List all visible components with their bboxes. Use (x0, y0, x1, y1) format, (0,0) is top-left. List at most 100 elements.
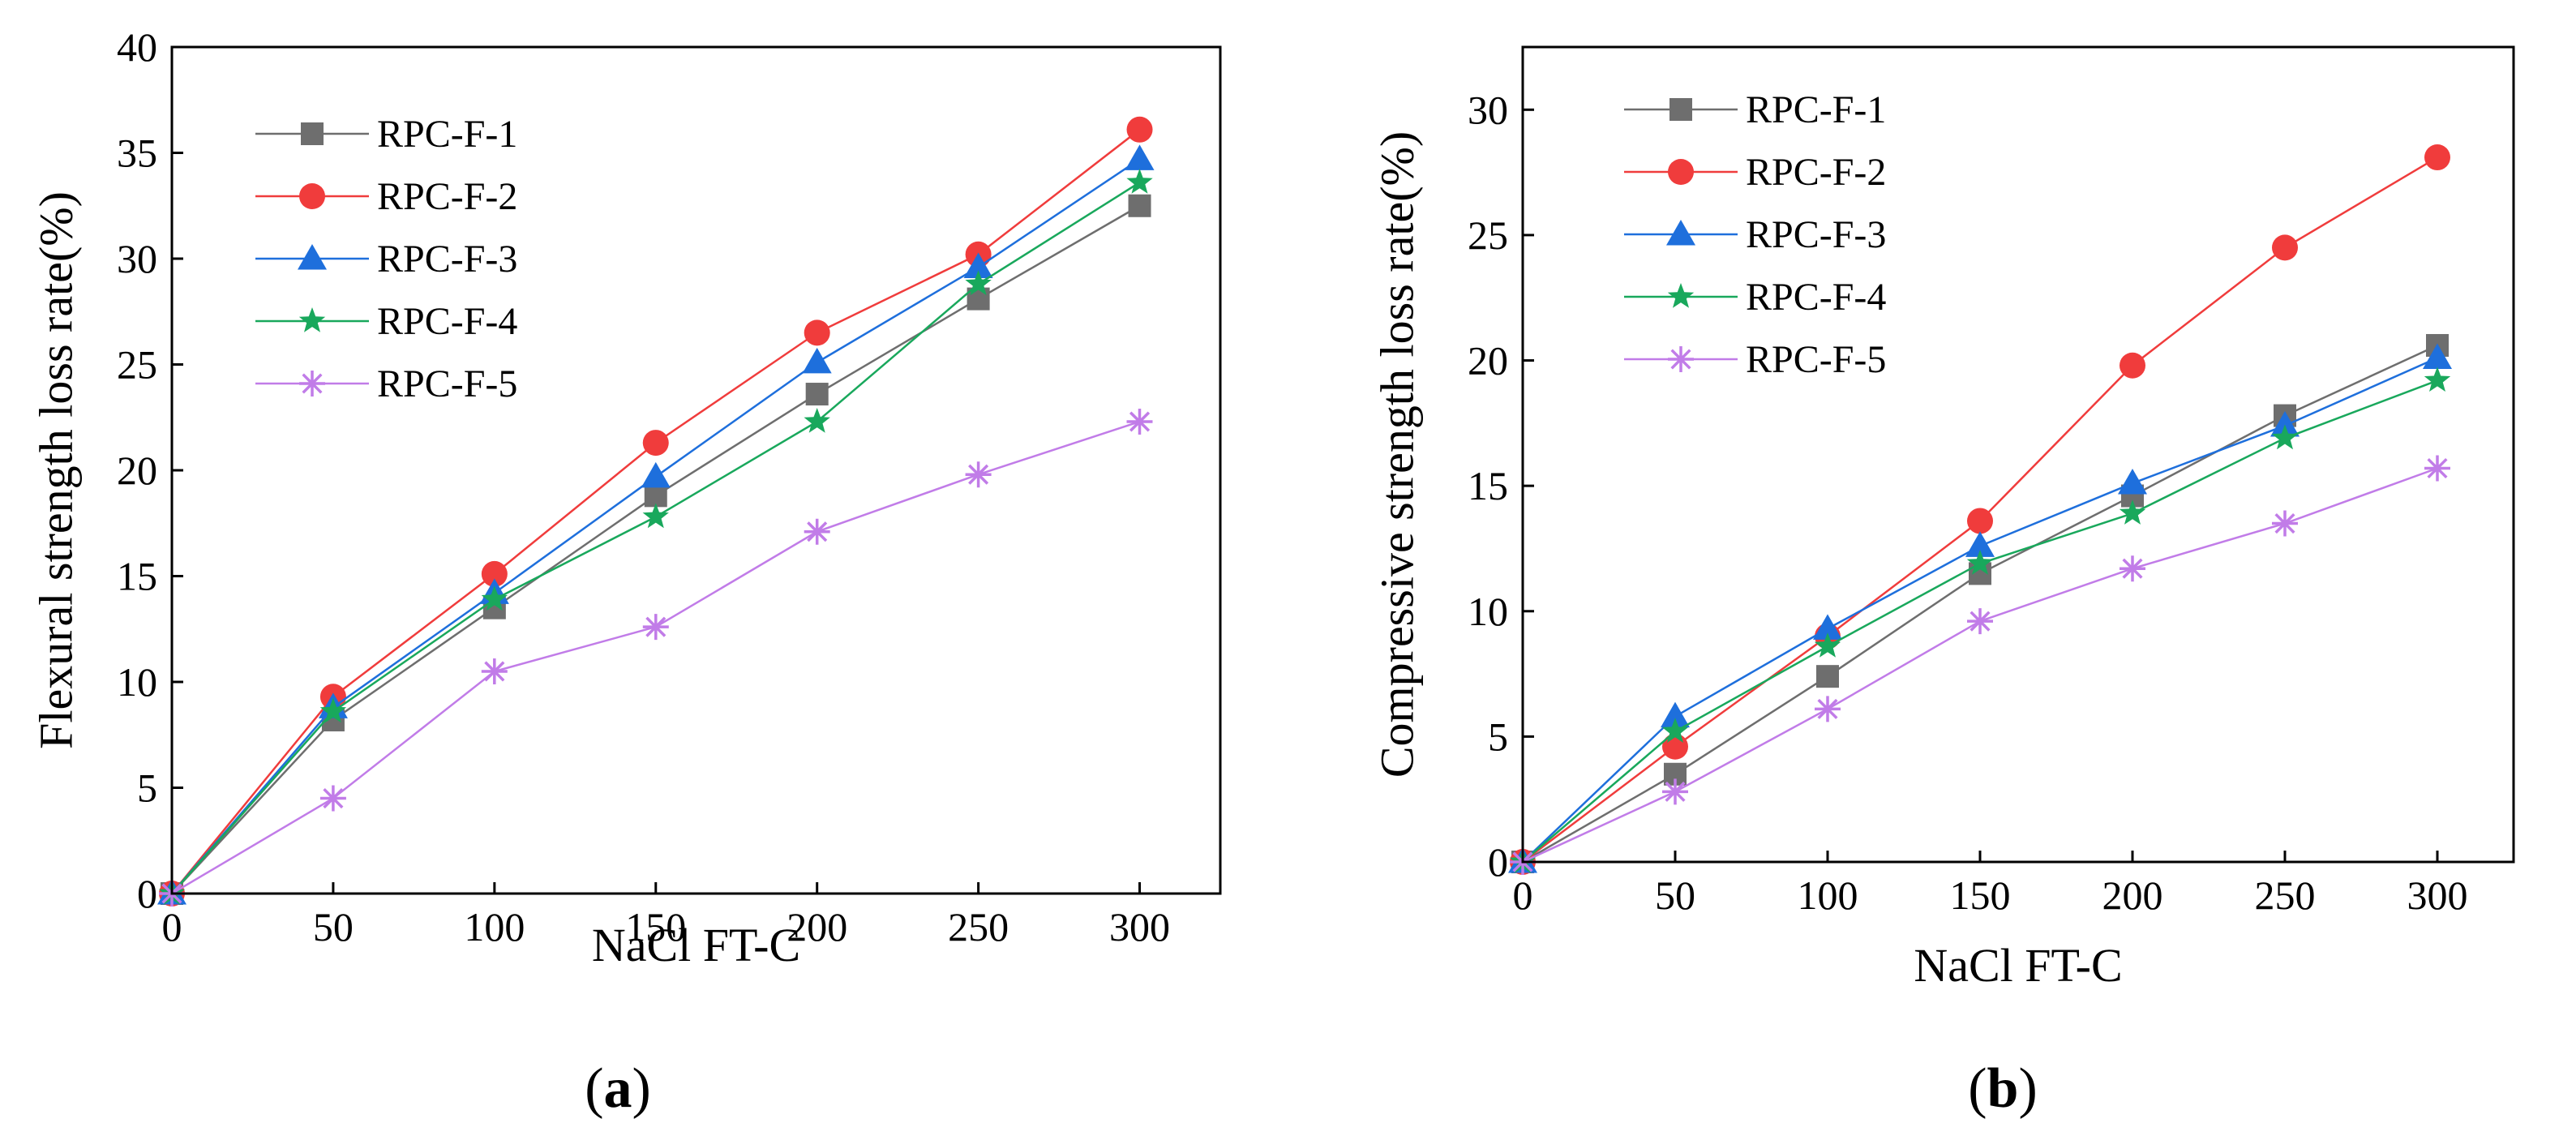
point-b-rpc-f-2-200 (2120, 352, 2145, 379)
chart-b: 0 50 100 150 200 250 300 0 5 10 15 20 25 30 NaCl FT-C… (1370, 45, 2515, 1120)
legend-marker-b-rpc-f-1 (1669, 98, 1692, 121)
legend-marker-a-rpc-f-2 (299, 183, 325, 209)
point-a-rpc-f-4-50 (319, 697, 347, 723)
panel-label-a-close: ) (632, 1057, 651, 1120)
y-axis-title-b: Compressive strength loss rate(%) (1370, 131, 1423, 778)
point-b-rpc-f-5-50 (1662, 778, 1688, 805)
y-tick-label-b-10: 10 (1468, 589, 1508, 634)
x-tick-label-b-200: 200 (2102, 872, 2163, 918)
chart-a: 0 50 100 150 200 250 300 0 5 10 15 20 25 30 35 40 NaCl … (29, 24, 1222, 1120)
legend-label-b-rpc-f-2: RPC-F-2 (1746, 151, 1886, 194)
point-b-rpc-f-4-50 (1661, 718, 1689, 743)
point-a-rpc-f-5-250 (965, 461, 992, 488)
y-tick-label-a-20: 20 (117, 448, 157, 493)
point-b-rpc-f-3-200 (2118, 469, 2147, 495)
x-tick-label-b-250: 250 (2255, 872, 2316, 918)
legend-b: RPC-F-1 RPC-F-2 RPC-F-3 RPC-F-4 RPC-F-5 (1624, 88, 1886, 381)
point-a-rpc-f-3-250 (963, 252, 993, 278)
y-axis-title-a: Flexural strength loss rate(%) (29, 191, 82, 749)
point-b-rpc-f-3-150 (1965, 531, 1995, 557)
point-b-rpc-f-3-300 (2423, 343, 2452, 369)
point-b-rpc-f-4-150 (1966, 550, 1994, 575)
legend-item-a-rpc-f-5: RPC-F-5 (255, 362, 517, 405)
point-b-rpc-f-2-50 (1662, 733, 1688, 760)
legend-marker-a-rpc-f-3 (298, 244, 327, 270)
y-tick-label-b-20: 20 (1468, 338, 1508, 384)
legend-item-b-rpc-f-3: RPC-F-3 (1624, 213, 1886, 256)
legend-item-a-rpc-f-2: RPC-F-2 (255, 175, 517, 218)
legend-label-a-rpc-f-5: RPC-F-5 (377, 362, 517, 405)
point-a-rpc-f-4-200 (804, 408, 830, 433)
point-a-rpc-f-5-300 (1126, 409, 1153, 435)
legend-label-a-rpc-f-4: RPC-F-4 (377, 300, 517, 343)
point-a-rpc-f-2-200 (804, 319, 830, 346)
tick-layer-a: 0 50 100 150 200 250 300 0 5 10 15 20 25 30 35 40 (117, 24, 1170, 950)
point-b-rpc-f-4-250 (2271, 424, 2299, 450)
legend-marker-b-rpc-f-2 (1668, 159, 1694, 185)
x-tick-label-b-0: 0 (1513, 872, 1533, 918)
point-b-rpc-f-5-150 (1967, 608, 1993, 635)
point-a-rpc-f-3-200 (802, 347, 832, 374)
tick-layer-b: 0 50 100 150 200 250 300 0 5 10 15 20 25 30 (1468, 87, 2468, 918)
point-a-rpc-f-1-200 (805, 383, 829, 406)
x-tick-label-b-300: 300 (2407, 872, 2468, 918)
point-a-rpc-f-2-150 (642, 430, 669, 457)
series-layer-b (1508, 144, 2452, 875)
legend-item-b-rpc-f-5: RPC-F-5 (1624, 338, 1886, 381)
point-b-rpc-f-4-200 (2119, 499, 2146, 525)
legend-label-a-rpc-f-3: RPC-F-3 (377, 238, 517, 281)
point-b-rpc-f-3-100 (1813, 614, 1842, 640)
point-a-rpc-f-2-100 (481, 560, 508, 587)
y-tick-label-a-0: 0 (137, 871, 157, 916)
y-tick-label-b-0: 0 (1488, 839, 1508, 885)
plot-frame-a (170, 45, 1222, 895)
x-tick-label-b-50: 50 (1655, 872, 1695, 918)
point-b-rpc-f-1-100 (1816, 665, 1839, 688)
plot-frame-b (1521, 45, 2515, 864)
point-a-rpc-f-4-100 (481, 585, 508, 611)
point-b-rpc-f-4-100 (1814, 632, 1841, 658)
x-tick-label-a-100: 100 (464, 904, 525, 950)
y-tick-label-b-30: 30 (1468, 87, 1508, 132)
series-a-rpc-f-5 (159, 409, 1153, 907)
series-b-rpc-f-3 (1508, 343, 2452, 873)
panel-label-a: (a) (585, 1057, 651, 1120)
legend-label-a-rpc-f-1: RPC-F-1 (377, 113, 517, 156)
series-b-rpc-f-5 (1510, 455, 2450, 875)
panel-label-b-open: ( (1968, 1057, 1987, 1120)
point-b-rpc-f-2-250 (2272, 234, 2298, 261)
legend-item-a-rpc-f-1: RPC-F-1 (255, 113, 517, 156)
point-b-rpc-f-3-250 (2270, 410, 2300, 437)
point-a-rpc-f-1-300 (1128, 194, 1151, 217)
y-tick-label-a-10: 10 (117, 659, 157, 705)
x-tick-label-a-50: 50 (313, 904, 354, 950)
point-b-rpc-f-3-50 (1661, 701, 1690, 728)
legend-label-a-rpc-f-2: RPC-F-2 (377, 175, 517, 218)
legend-marker-a-rpc-f-5 (299, 371, 325, 397)
point-b-rpc-f-5-200 (2120, 555, 2145, 582)
legend-item-a-rpc-f-4: RPC-F-4 (255, 300, 517, 343)
legend-a: RPC-F-1 RPC-F-2 RPC-F-3 RPC-F-4 RPC-F-5 (255, 113, 517, 405)
point-b-rpc-f-5-300 (2424, 455, 2450, 482)
y-tick-label-a-35: 35 (117, 131, 157, 176)
y-tick-label-a-40: 40 (117, 24, 157, 70)
panel-label-a-open: ( (585, 1057, 603, 1120)
point-a-rpc-f-4-250 (965, 270, 992, 296)
series-b-rpc-f-2 (1510, 144, 2450, 875)
point-b-rpc-f-5-250 (2272, 510, 2298, 537)
x-tick-label-b-150: 150 (1950, 872, 2011, 918)
point-b-rpc-f-2-300 (2424, 144, 2450, 171)
legend-label-b-rpc-f-4: RPC-F-4 (1746, 276, 1886, 319)
legend-marker-b-rpc-f-4 (1667, 283, 1695, 308)
point-a-rpc-f-4-300 (1126, 169, 1153, 194)
point-a-rpc-f-2-300 (1126, 116, 1153, 143)
x-tick-label-a-250: 250 (948, 904, 1009, 950)
y-tick-label-b-15: 15 (1468, 463, 1508, 508)
legend-marker-b-rpc-f-5 (1668, 346, 1694, 372)
legend-item-b-rpc-f-1: RPC-F-1 (1624, 88, 1886, 131)
panel-label-b: (b) (1968, 1057, 2038, 1120)
series-layer-a (157, 116, 1155, 907)
x-tick-label-a-0: 0 (162, 904, 182, 950)
x-tick-label-a-300: 300 (1109, 904, 1170, 950)
